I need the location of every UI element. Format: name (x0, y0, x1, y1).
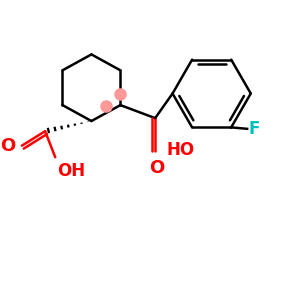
Text: O: O (0, 137, 16, 155)
Text: HO: HO (167, 141, 195, 159)
Text: O: O (149, 159, 164, 177)
Text: OH: OH (57, 162, 85, 180)
Text: F: F (249, 120, 260, 138)
